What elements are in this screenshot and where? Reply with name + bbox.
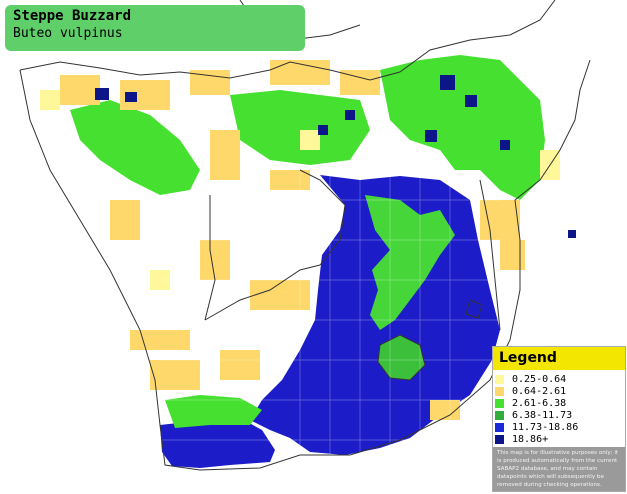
legend-swatch [495, 410, 504, 420]
legend-item: 0.25-0.64 [495, 374, 566, 386]
legend-heading: Legend [493, 347, 625, 370]
legend-panel: Legend 0.25-0.64 0.64-2.61 2.61-6.38 6.3… [492, 346, 626, 492]
title-box: Steppe Buzzard Buteo vulpinus [5, 5, 305, 51]
species-scientific-name: Buteo vulpinus [13, 26, 123, 41]
yellow-scatter [60, 60, 525, 420]
species-common-name: Steppe Buzzard [13, 8, 132, 24]
legend-label: 0.64-2.61 [512, 386, 567, 397]
legend-label: 0.25-0.64 [512, 374, 567, 385]
cape-region [160, 418, 275, 468]
legend-swatch [495, 434, 504, 444]
legend-item: 0.64-2.61 [495, 386, 566, 398]
green-region-lesotho [378, 335, 425, 380]
legend-swatch [495, 374, 504, 384]
legend-label: 18.86+ [512, 434, 549, 445]
green-region-karoo [165, 395, 262, 428]
legend-swatch [495, 398, 504, 408]
legend-item: 2.61-6.38 [495, 398, 566, 410]
green-region-namibia [70, 100, 200, 195]
grid-lines [160, 170, 500, 470]
legend-swatch [495, 422, 504, 432]
legend-label: 2.61-6.38 [512, 398, 567, 409]
green-region-highveld [365, 195, 455, 330]
legend-label: 11.73-18.86 [512, 422, 579, 433]
legend-item: 18.86+ [495, 434, 548, 446]
legend-item: 11.73-18.86 [495, 422, 578, 434]
legend-swatch [495, 386, 504, 396]
green-region-north [380, 55, 545, 200]
green-region-botswana [230, 90, 370, 165]
legend-item: 6.38-11.73 [495, 410, 572, 422]
dark-clusters [95, 75, 576, 238]
legend-label: 6.38-11.73 [512, 410, 573, 421]
legend-disclaimer: This map is for illustrative purposes on… [493, 447, 625, 491]
